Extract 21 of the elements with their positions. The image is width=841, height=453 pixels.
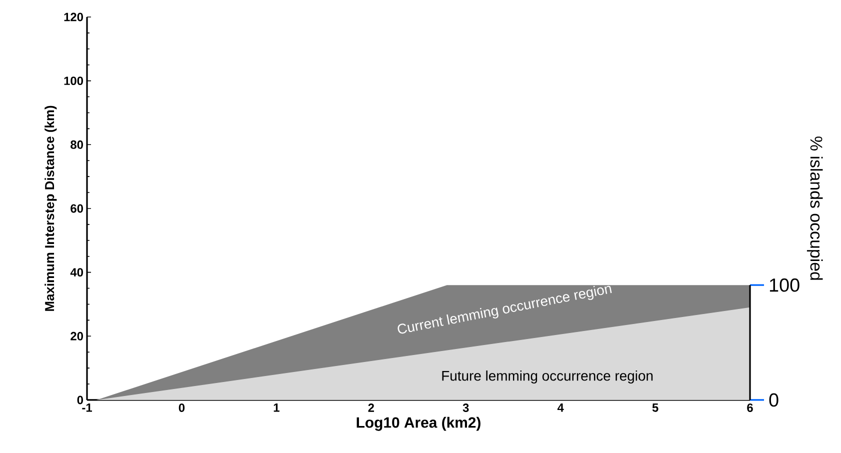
y-axis-title: Maximum Interstep Distance (km) xyxy=(44,106,57,311)
y-tick-label: 100 xyxy=(64,76,83,86)
y-tick-label: 20 xyxy=(70,332,83,340)
x-tick-label: 5 xyxy=(652,404,658,412)
x-tick-label: 6 xyxy=(747,404,753,412)
series-label: Future lemming occurrence region xyxy=(442,370,653,384)
y-tick-label: 60 xyxy=(70,204,83,213)
y-tick-label: 80 xyxy=(70,140,83,149)
y2-axis-title: % islands occupied xyxy=(806,136,823,280)
series-label: Current lemming occurrence region xyxy=(398,286,612,334)
y-tick-label: 0 xyxy=(77,396,83,404)
x-tick-label: 1 xyxy=(274,404,280,412)
y-tick-label: 40 xyxy=(70,268,83,277)
x-tick-label: 3 xyxy=(462,404,469,412)
x-tick-label: 0 xyxy=(178,404,185,412)
y-tick-label: 120 xyxy=(64,12,83,22)
x-tick-label: 4 xyxy=(557,404,564,412)
x-axis-title: Log10 Area (km2) xyxy=(356,416,480,431)
x-tick-label: 2 xyxy=(368,404,374,412)
x-tick-label: -1 xyxy=(82,404,92,412)
y2-tick-label: 100 xyxy=(770,278,800,292)
